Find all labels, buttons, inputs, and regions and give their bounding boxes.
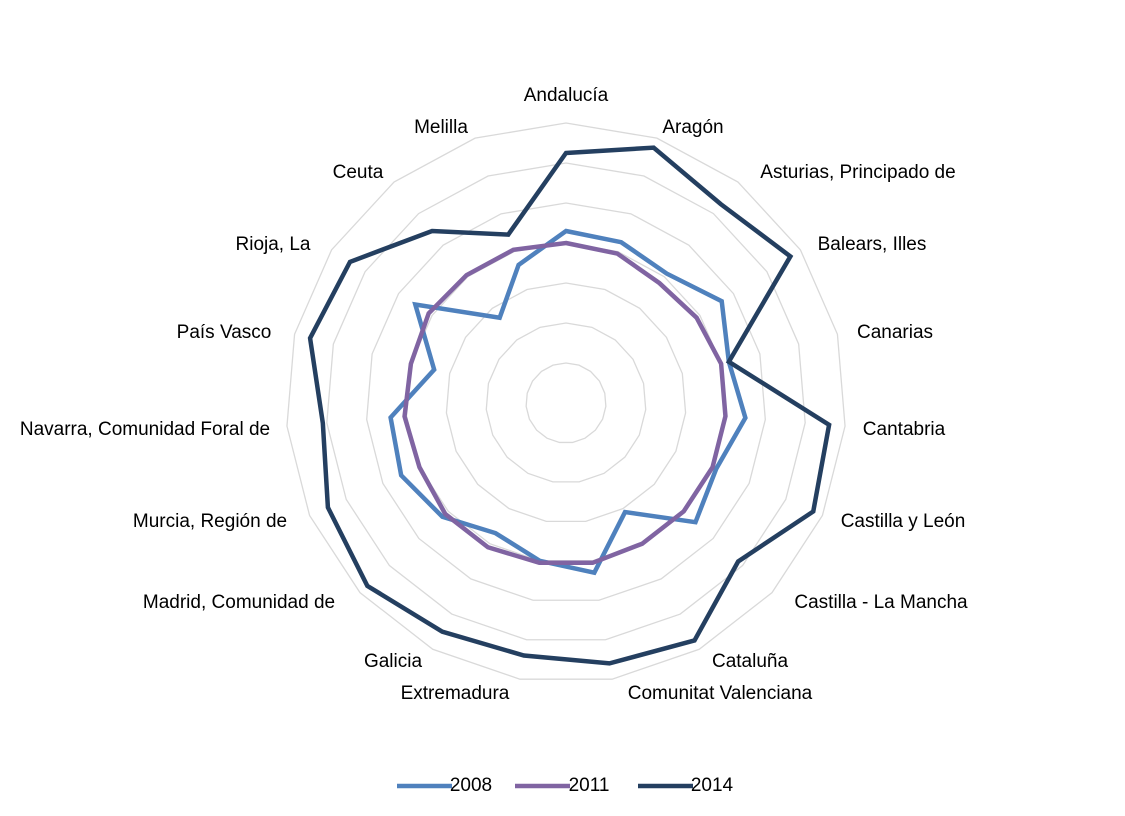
series-line <box>307 145 832 666</box>
legend-label: 2011 <box>568 775 610 796</box>
category-label: Extremadura <box>400 683 510 704</box>
legend-label: 2008 <box>449 775 493 796</box>
category-label: Melilla <box>414 117 468 138</box>
category-label: Cantabria <box>862 419 946 440</box>
category-label: Comunitat Valenciana <box>627 683 813 704</box>
category-label: Madrid, Comunidad de <box>142 592 336 613</box>
category-label: Galicia <box>363 651 423 672</box>
category-label: Rioja, La <box>235 234 311 255</box>
grid-ring <box>525 362 607 444</box>
category-label: Balears, Illes <box>817 234 927 255</box>
grid-ring <box>366 202 766 601</box>
grid-ring <box>485 322 647 483</box>
category-label: Canarias <box>856 322 934 343</box>
category-label: Aragón <box>662 117 724 138</box>
series-line <box>402 240 728 566</box>
grid-ring <box>405 242 727 562</box>
category-label: Asturias, Principado de <box>760 162 956 183</box>
category-label: País Vasco <box>176 322 272 343</box>
category-label: Castilla y León <box>840 511 966 532</box>
category-label: Murcia, Región de <box>132 511 288 532</box>
category-label: Castilla - La Mancha <box>794 592 968 613</box>
category-label: Andalucía <box>523 85 609 106</box>
grid-ring <box>286 122 846 680</box>
category-label: Navarra, Comunidad Foral de <box>19 419 271 440</box>
category-label: Ceuta <box>332 162 384 183</box>
legend-label: 2014 <box>690 775 734 796</box>
category-label: Cataluña <box>711 651 789 672</box>
grid-ring <box>445 282 687 523</box>
series-line <box>388 228 748 576</box>
